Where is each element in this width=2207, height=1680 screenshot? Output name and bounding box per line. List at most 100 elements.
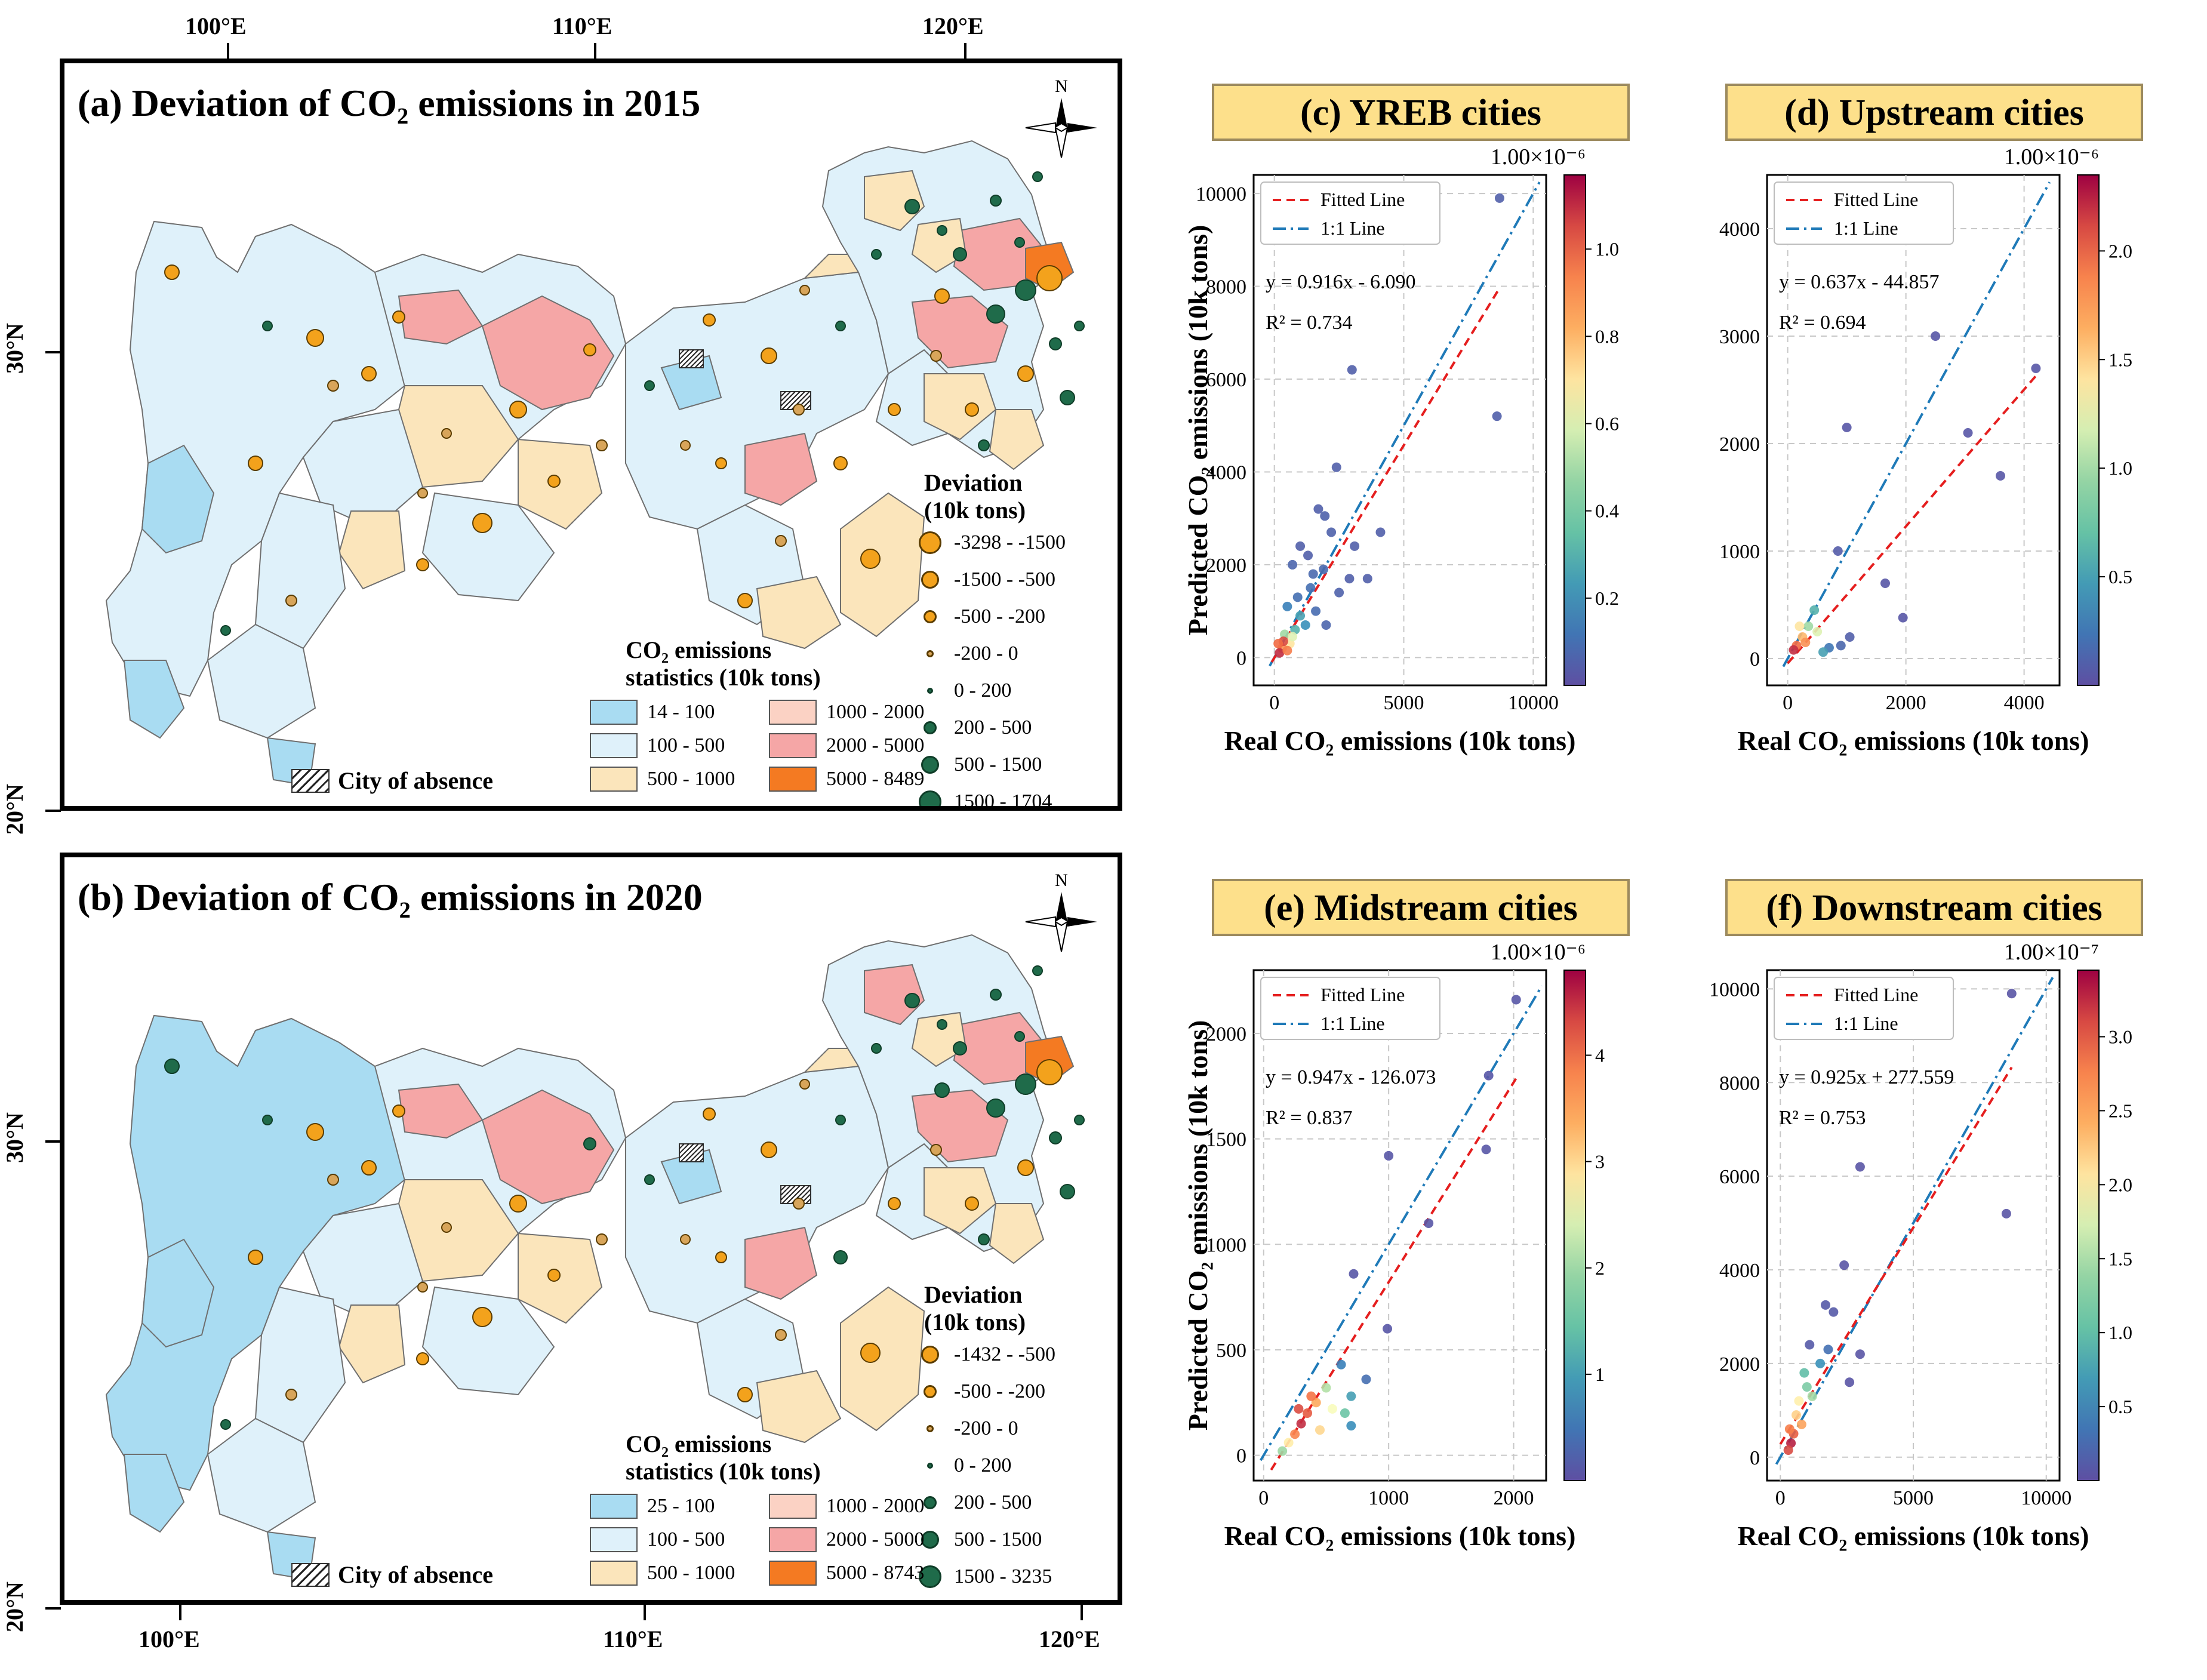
y-tick-label: 1000 — [1206, 1234, 1246, 1256]
deviation-dot — [799, 285, 810, 296]
map-region — [421, 492, 555, 602]
deviation-class-label: 200 - 500 — [954, 716, 1032, 739]
x-tick-label: 1000 — [1368, 1487, 1409, 1509]
deviation-dot — [1032, 171, 1043, 182]
data-point — [1898, 613, 1908, 623]
y-tick-label: 6000 — [1206, 369, 1246, 391]
data-point — [1812, 627, 1823, 636]
deviation-dot — [596, 1233, 608, 1245]
map-2020 — [105, 934, 1085, 1581]
data-point — [1320, 511, 1330, 521]
stats-legend: CO₂ emissions statistics (10k tons) 14 -… — [590, 636, 960, 792]
colorbar-tick-label: 4 — [1595, 1045, 1605, 1066]
deviation-dot — [248, 456, 263, 471]
map-region — [141, 444, 215, 554]
deviation-legend-row: 200 - 500 — [906, 709, 1118, 746]
deviation-dot — [986, 304, 1005, 324]
map-region — [864, 964, 925, 1026]
deviation-dot — [737, 593, 753, 608]
deviation-legend-row: 1500 - 3235 — [906, 1558, 1118, 1595]
deviation-dot — [990, 195, 1002, 207]
deviation-dot — [871, 1043, 882, 1054]
chart-downstream: (f) Downstream cities 0 5000 10000 0 2000 400… — [1689, 866, 2203, 1642]
deviation-dot — [703, 1107, 716, 1121]
deviation-dot — [583, 343, 596, 356]
deviation-legend-row: 200 - 500 — [906, 1484, 1118, 1521]
deviation-dot — [644, 380, 655, 391]
lat-label-20-b: 20°N — [1, 1581, 28, 1632]
colorbar-tick-label: 3 — [1595, 1151, 1605, 1173]
deviation-dot-icon — [924, 610, 937, 623]
deviation-dot — [509, 401, 527, 419]
data-point — [1384, 1150, 1394, 1161]
data-point — [1800, 638, 1811, 647]
map-2015 — [105, 140, 1085, 787]
scatter-plot-downstream: 0 5000 10000 0 2000 4000 6000 8000 10000 Fitted L… — [1709, 940, 2132, 1551]
stats-class-label: 5000 - 8743 — [826, 1562, 925, 1584]
x-tick-label: 4000 — [2004, 692, 2045, 714]
stats-swatch — [590, 1561, 638, 1586]
map-region — [481, 295, 615, 411]
stats-legend-item: 1000 - 2000 — [769, 1494, 948, 1519]
data-point — [1327, 1404, 1337, 1414]
y-axis-label: Predicted CO₂ emissions (10k tons) — [1183, 1020, 1213, 1431]
data-point — [1362, 574, 1372, 584]
colorbar-tick-label: 2.0 — [2108, 1174, 2132, 1195]
plot-area — [1252, 969, 1547, 1482]
legend-label: 1:1 Line — [1320, 1013, 1385, 1034]
data-point — [1331, 462, 1341, 472]
map-region — [924, 1167, 997, 1235]
deviation-dot — [596, 439, 608, 451]
stats-class-label: 100 - 500 — [647, 1528, 725, 1550]
lon-label-110: 110°E — [552, 13, 612, 39]
lat-label-30-b: 30°N — [1, 1112, 28, 1163]
deviation-dot — [835, 321, 846, 331]
map-region — [989, 1203, 1045, 1264]
data-point — [1278, 1446, 1288, 1456]
deviation-dot — [547, 475, 561, 488]
deviation-dot — [1017, 365, 1034, 382]
x-axis-label: Real CO₂ emissions (10k tons) — [1738, 725, 2089, 756]
chart-title: (c) YREB cities — [1212, 84, 1630, 141]
deviation-dot — [306, 329, 324, 347]
deviation-dot — [860, 1343, 881, 1363]
data-point — [1494, 193, 1504, 203]
deviation-dot — [937, 1019, 947, 1030]
deviation-dot — [392, 1104, 405, 1118]
map-region — [338, 1304, 406, 1384]
deviation-legend-row: -500 - -200 — [906, 598, 1118, 635]
r-squared: R² = 0.694 — [1779, 312, 1866, 334]
deviation-dot — [416, 558, 429, 571]
map-panel-2015: (a) Deviation of CO₂ emissions in 2015 N… — [60, 59, 1122, 811]
deviation-dot — [680, 1234, 691, 1245]
stats-class-label: 100 - 500 — [647, 734, 725, 756]
deviation-legend-row: -1432 - -500 — [906, 1336, 1118, 1373]
colorbar-tick-label: 1 — [1595, 1364, 1605, 1385]
data-point — [1296, 1419, 1306, 1429]
region-layer — [105, 934, 1075, 1581]
deviation-dot — [1049, 1131, 1062, 1144]
legend-label: 1:1 Line — [1320, 217, 1385, 239]
map-region — [518, 438, 603, 530]
data-point — [1802, 1382, 1812, 1392]
deviation-dot — [888, 403, 901, 416]
deviation-dot — [775, 535, 787, 547]
data-point — [1833, 546, 1843, 556]
stats-swatch — [769, 767, 817, 792]
deviation-dot — [761, 1141, 777, 1158]
y-tick-label: 10000 — [1196, 183, 1246, 205]
stats-legend-title: CO₂ emissions — [626, 1430, 772, 1457]
lon-label-120-b: 120°E — [1039, 1626, 1100, 1653]
stats-class-label: 2000 - 5000 — [826, 1528, 925, 1550]
data-point — [1326, 527, 1337, 537]
stats-legend-item: 100 - 500 — [590, 733, 769, 758]
deviation-dot — [775, 1329, 787, 1341]
lon-label-120: 120°E — [922, 13, 984, 39]
absence-legend: City of absence — [291, 767, 493, 795]
map-region — [744, 1226, 818, 1300]
data-point — [2006, 989, 2017, 999]
deviation-dot-icon — [924, 721, 937, 734]
chart-title: (f) Downstream cities — [1725, 879, 2143, 936]
colorbar-tick-label: 1.0 — [2108, 1322, 2132, 1343]
deviation-dot — [930, 1144, 942, 1156]
